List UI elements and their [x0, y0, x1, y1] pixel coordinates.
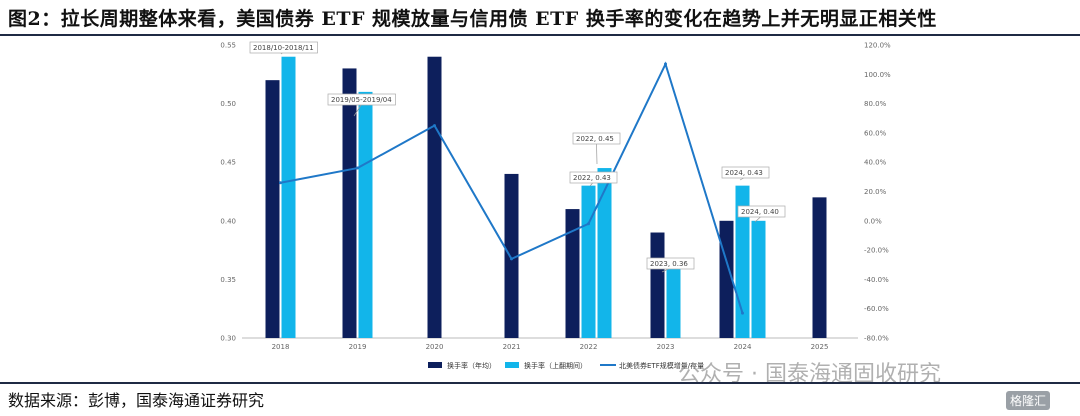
bar-2025-s0: [812, 197, 827, 338]
callout-label-3: 2022, 0.43: [573, 174, 611, 182]
line-point-2: [433, 124, 436, 128]
line-point-0: [279, 181, 282, 185]
x-tick-label: 2024: [734, 343, 752, 351]
y2-tick-label: 100.0%: [864, 71, 891, 79]
legend-label-1: 换手率（上翻期间）: [524, 361, 587, 370]
callout-label-5: 2024, 0.43: [725, 169, 763, 177]
y2-tick-label: 80.0%: [864, 100, 887, 108]
callout-pointer-2: [596, 142, 598, 165]
bar-2022-s1: [581, 185, 596, 338]
x-tick-label: 2019: [349, 343, 367, 351]
callout-box-6: [737, 205, 786, 218]
bar-line-chart: 0.30 0.35 0.40 0.45 0.50 0.55 -80.0% -60.0% -40.…: [220, 41, 891, 371]
y-tick-label: 0.40: [220, 217, 236, 225]
line-point-5: [664, 62, 667, 66]
x-tick-label: 2018: [272, 343, 290, 351]
callout-box-3: [569, 171, 618, 184]
x-tick-label: 2025: [811, 343, 829, 351]
y-tick-label: 0.45: [220, 159, 236, 167]
callout-pointer-1: [353, 103, 363, 117]
legend-label-2: 北美债券ETF规模增量/存量: [619, 361, 704, 370]
bar-2018-s1: [281, 56, 296, 338]
callout-box-4: [646, 257, 695, 270]
y-tick-label: 0.30: [220, 335, 236, 343]
legend-label-0: 换手率（年均）: [447, 361, 496, 370]
callout-label-1: 2019/05-2019/04: [331, 96, 392, 104]
bottom-divider: [0, 382, 1080, 384]
x-tick-label: 2021: [503, 343, 521, 351]
y2-tick-label: -20.0%: [864, 247, 889, 255]
y2-tick-label: -40.0%: [864, 276, 889, 284]
callout-box-2: [572, 132, 621, 145]
y2-tick-label: 0.0%: [864, 217, 882, 225]
x-tick-label: 2020: [426, 343, 444, 351]
y2-tick-label: -80.0%: [864, 335, 889, 343]
legend-swatch-1: [505, 362, 519, 368]
y-tick-label: 0.55: [220, 42, 236, 50]
bar-2023-s0: [650, 232, 665, 338]
bar-2021-s0: [504, 173, 519, 338]
y2-tick-label: 40.0%: [864, 159, 887, 167]
title-divider: [0, 34, 1080, 36]
x-tick-label: 2022: [580, 343, 598, 351]
bar-2022-s0: [565, 209, 580, 338]
line-point-6: [741, 311, 744, 315]
bar-2018-s0: [265, 80, 280, 338]
x-tick-label: 2023: [657, 343, 675, 351]
y-tick-label: 0.35: [220, 276, 236, 284]
y2-tick-label: 120.0%: [864, 42, 891, 50]
callout-label-2: 2022, 0.45: [576, 135, 614, 143]
page-title: 图2：拉长周期整体来看，美国债券 ETF 规模放量与信用债 ETF 换手率的变化…: [8, 8, 937, 30]
source-note: 数据来源：彭博，国泰海通证券研究: [8, 391, 265, 410]
line-point-1: [356, 166, 359, 170]
bar-2019-s0: [342, 68, 357, 338]
y2-tick-label: 60.0%: [864, 129, 887, 137]
callout-label-4: 2023, 0.36: [650, 260, 688, 268]
callout-box-0: [249, 41, 318, 54]
bar-2024-s2: [751, 220, 766, 338]
callout-box-5: [721, 166, 770, 179]
y2-tick-label: 20.0%: [864, 188, 887, 196]
line-point-3: [510, 257, 513, 261]
bar-2023-s1: [666, 267, 681, 338]
bar-2019-s1: [358, 91, 373, 338]
y-tick-label: 0.50: [220, 100, 236, 108]
bar-2022-s2: [597, 168, 612, 338]
bar-2020-s0: [427, 56, 442, 338]
y2-tick-label: -60.0%: [864, 305, 889, 313]
callout-label-6: 2024, 0.40: [741, 208, 779, 216]
line-point-4: [587, 222, 590, 226]
legend-swatch-0: [428, 362, 442, 368]
callout-box-1: [327, 93, 396, 106]
callout-label-0: 2018/10-2018/11: [253, 44, 314, 52]
corner-logo: 格隆汇: [1006, 391, 1051, 410]
